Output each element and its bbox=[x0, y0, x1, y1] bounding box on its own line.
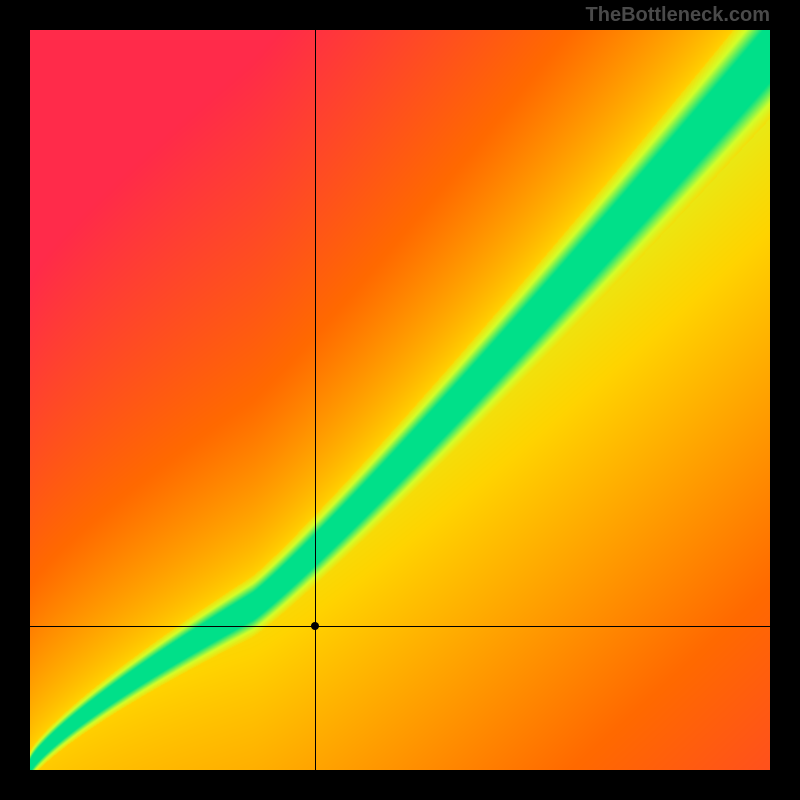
marker-dot bbox=[311, 622, 319, 630]
crosshair-vertical bbox=[315, 30, 316, 770]
watermark-text: TheBottleneck.com bbox=[586, 4, 770, 27]
heatmap-canvas bbox=[30, 30, 770, 770]
plot-area bbox=[30, 30, 770, 770]
crosshair-horizontal bbox=[30, 626, 770, 627]
